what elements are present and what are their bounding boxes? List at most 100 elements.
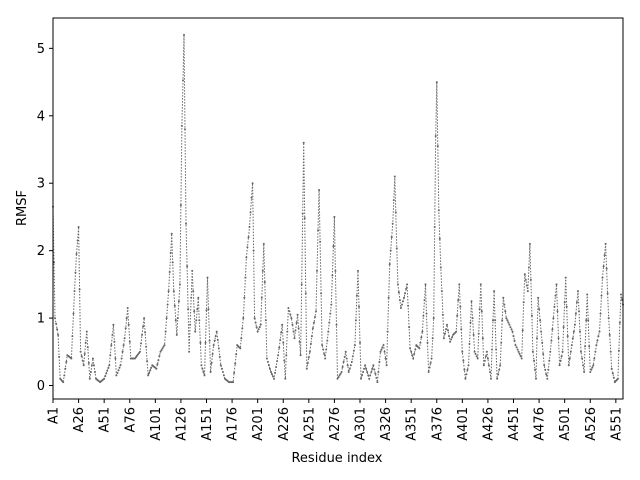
data-point: [601, 276, 604, 279]
data-point: [541, 341, 544, 344]
data-point: [483, 359, 486, 362]
data-point: [414, 348, 417, 351]
data-point: [193, 310, 196, 313]
data-point: [618, 321, 621, 324]
data-point: [582, 364, 585, 367]
data-point: [584, 345, 587, 348]
data-point: [449, 340, 452, 343]
data-point: [385, 364, 388, 367]
data-point: [144, 331, 147, 334]
data-point: [429, 362, 432, 364]
data-point: [204, 341, 207, 344]
data-point: [548, 359, 551, 362]
x-tick-label: A276: [328, 407, 343, 441]
data-point: [493, 290, 496, 293]
data-point: [57, 333, 60, 336]
data-point: [590, 368, 593, 371]
data-point: [177, 300, 180, 303]
data-point: [580, 350, 582, 353]
data-point: [381, 346, 384, 349]
data-point: [401, 303, 403, 306]
data-point: [604, 242, 607, 245]
data-point: [405, 287, 408, 290]
data-point: [369, 374, 372, 377]
data-point: [184, 128, 186, 131]
y-tick-label: 5: [37, 42, 45, 57]
data-point: [501, 319, 504, 322]
data-point: [465, 373, 468, 376]
data-point: [205, 309, 208, 312]
data-point: [166, 303, 169, 306]
data-point: [266, 360, 269, 363]
data-point: [545, 373, 548, 376]
data-point: [58, 355, 61, 358]
data-point: [108, 364, 111, 367]
data-point: [337, 376, 340, 379]
plot-frame: [52, 17, 624, 400]
data-point: [268, 367, 271, 370]
data-point: [139, 350, 141, 353]
data-point: [463, 368, 466, 371]
data-point: [74, 271, 77, 274]
data-point: [147, 374, 150, 377]
data-point: [250, 196, 253, 199]
data-point: [146, 360, 149, 363]
data-point: [248, 226, 251, 228]
data-point: [199, 341, 202, 344]
data-point: [310, 335, 313, 338]
data-point: [295, 321, 298, 324]
data-point: [168, 271, 171, 273]
data-point: [251, 182, 254, 185]
data-point: [316, 269, 318, 272]
data-point: [442, 337, 445, 340]
data-point: [571, 337, 574, 340]
data-point: [605, 267, 608, 270]
data-point: [110, 344, 113, 347]
data-point: [271, 373, 273, 376]
x-tick-label: A301: [354, 407, 369, 441]
data-point: [395, 247, 398, 250]
data-point: [410, 350, 413, 353]
data-point: [331, 274, 334, 277]
data-point: [301, 212, 304, 215]
data-point: [479, 283, 482, 286]
data-point: [616, 377, 619, 380]
data-point: [378, 360, 381, 363]
data-point: [73, 290, 76, 293]
data-point: [185, 222, 187, 225]
data-point: [289, 313, 292, 316]
data-point: [206, 276, 209, 279]
data-point: [450, 338, 453, 341]
data-point: [255, 326, 258, 329]
data-point: [188, 350, 191, 353]
data-point: [430, 357, 433, 360]
data-point: [195, 319, 198, 322]
data-point: [368, 377, 371, 380]
y-tick-label: 1: [37, 312, 45, 327]
data-point: [161, 347, 164, 350]
data-point: [393, 175, 396, 178]
data-point: [163, 344, 166, 347]
data-point: [559, 359, 562, 362]
data-point: [294, 329, 297, 332]
data-point: [265, 357, 268, 360]
data-point: [210, 362, 213, 364]
data-point: [277, 354, 280, 357]
data-point: [241, 327, 244, 330]
data-point: [253, 317, 256, 320]
data-point: [492, 319, 494, 322]
data-point: [592, 364, 595, 367]
data-point: [299, 354, 302, 357]
data-point: [347, 371, 350, 373]
data-point: [122, 344, 125, 347]
data-point: [482, 364, 485, 367]
x-tick-label: A351: [405, 407, 420, 441]
data-point: [499, 364, 502, 367]
x-tick-label: A551: [609, 407, 624, 441]
data-point: [303, 217, 306, 220]
data-point: [516, 348, 519, 351]
data-point: [506, 319, 509, 322]
data-point: [371, 367, 374, 370]
data-point: [208, 339, 211, 342]
data-point: [484, 355, 487, 358]
